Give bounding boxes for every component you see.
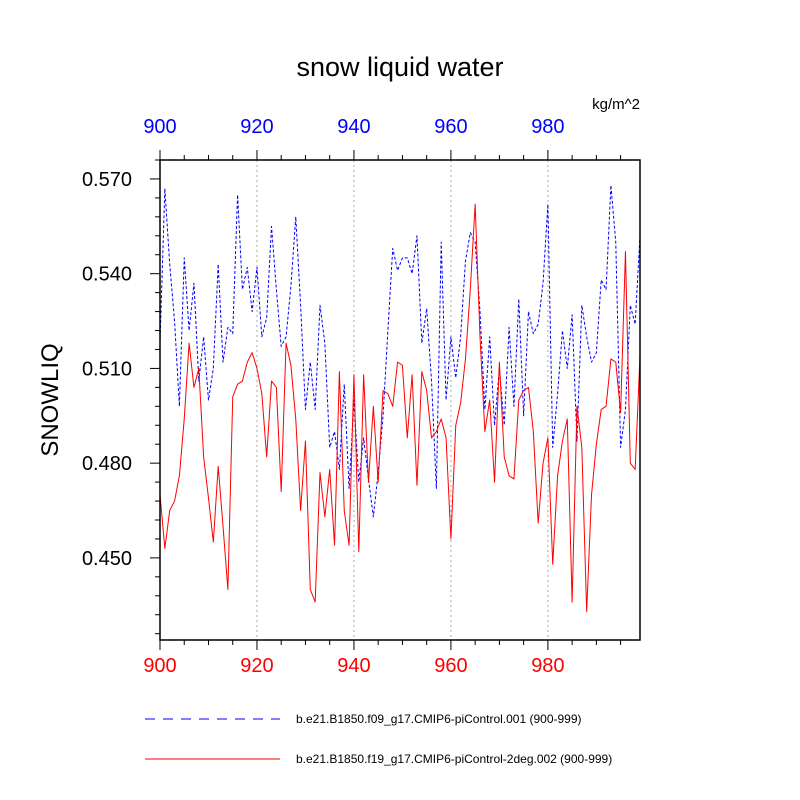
x-tick-label-top-980: 980 — [531, 116, 564, 138]
plot-frame — [159, 159, 641, 641]
x-tick-label-top-940: 940 — [337, 116, 370, 138]
series-line-2 — [159, 203, 641, 613]
x-tick-label-top-920: 920 — [240, 116, 273, 138]
y-tick-label-1: 0.480 — [82, 453, 132, 475]
x-tick-label-bottom-900: 900 — [143, 655, 176, 677]
y-axis-label: SNOWLIQ — [37, 343, 64, 456]
series-lines — [159, 184, 641, 613]
series-line-1 — [159, 184, 641, 518]
y-tick-label-3: 0.540 — [82, 264, 132, 286]
x-tick-label-bottom-980: 980 — [531, 655, 564, 677]
units-label: kg/m^2 — [592, 96, 640, 113]
y-tick-label-4: 0.570 — [82, 169, 132, 191]
legend-label-series-1: b.e21.B1850.f09_g17.CMIP6-piControl.001 … — [296, 712, 582, 726]
x-tick-label-bottom-920: 920 — [240, 655, 273, 677]
x-tick-label-top-900: 900 — [143, 116, 176, 138]
axes: 900 900 920 920 940 940 960 960 980 980 0.450 0.480… — [82, 116, 622, 677]
y-tick-label-0: 0.450 — [82, 548, 132, 570]
x-tick-label-bottom-960: 960 — [434, 655, 467, 677]
legend-label-series-2: b.e21.B1850.f19_g17.CMIP6-piControl-2deg… — [296, 752, 612, 766]
legend: b.e21.B1850.f09_g17.CMIP6-piControl.001 … — [145, 712, 612, 766]
grid-lines — [256, 160, 549, 640]
x-tick-label-bottom-940: 940 — [337, 655, 370, 677]
y-tick-label-2: 0.510 — [82, 358, 132, 380]
x-tick-label-top-960: 960 — [434, 116, 467, 138]
chart-title: snow liquid water — [296, 52, 503, 82]
